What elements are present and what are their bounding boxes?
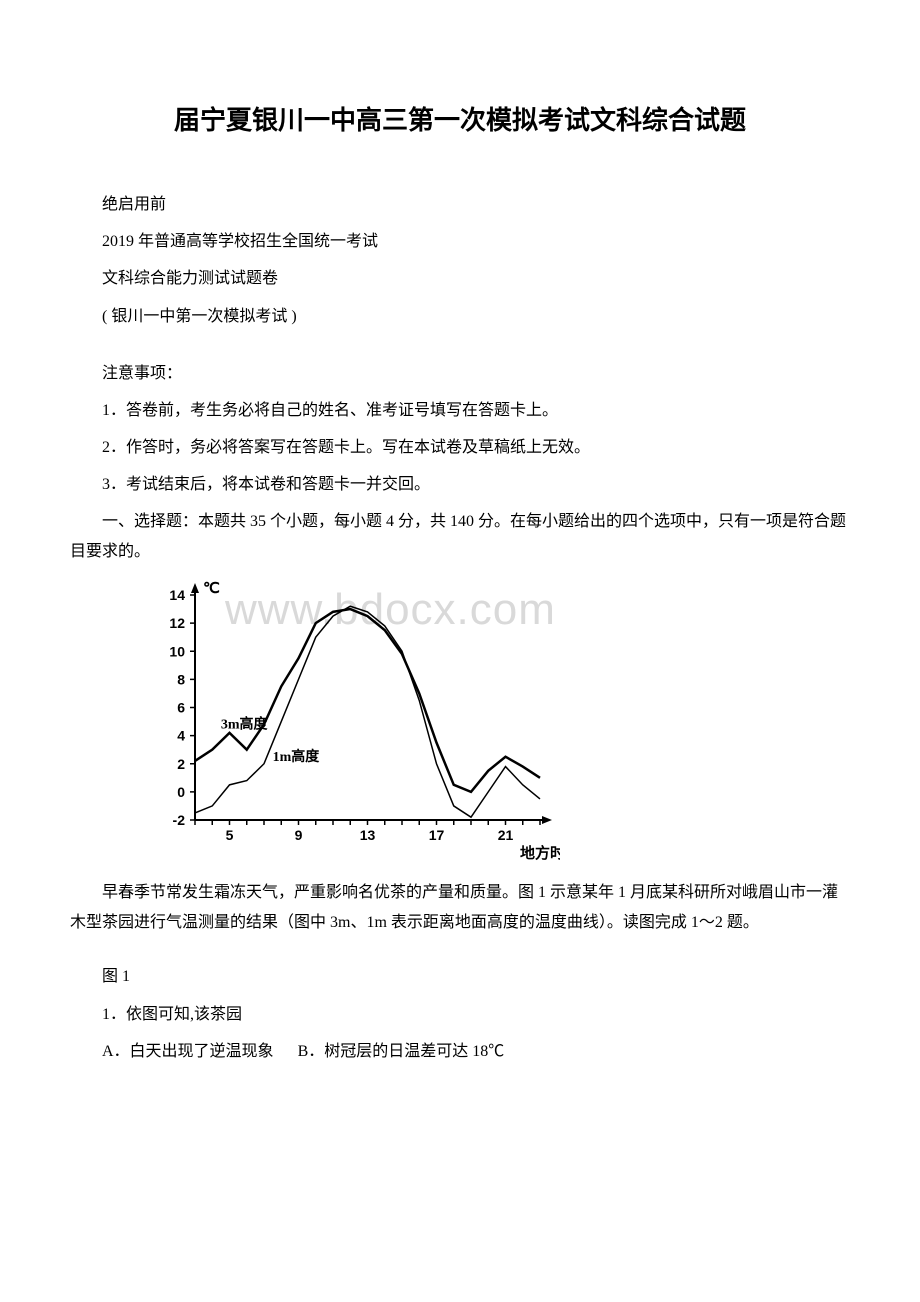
notice-item-2: 2．作答时，务必将答案写在答题卡上。写在本试卷及草稿纸上无效。 <box>70 430 850 465</box>
header-line-1: 绝启用前 <box>70 187 850 222</box>
notice-item-1: 1．答卷前，考生务必将自己的姓名、准考证号填写在答题卡上。 <box>70 393 850 428</box>
svg-text:5: 5 <box>226 827 234 843</box>
svg-text:13: 13 <box>360 827 376 843</box>
svg-text:12: 12 <box>169 615 185 631</box>
svg-text:10: 10 <box>169 644 185 660</box>
svg-text:9: 9 <box>295 827 303 843</box>
temperature-chart: -2 0 2 4 6 8 10 12 14 5 9 13 17 21 ℃ 地方时 3m高度1m高度 <box>140 575 850 870</box>
question-1-option-a: A．白天出现了逆温现象 <box>102 1043 274 1060</box>
svg-text:2: 2 <box>177 756 185 772</box>
svg-text:℃: ℃ <box>203 580 220 597</box>
header-line-3: 文科综合能力测试试题卷 <box>70 261 850 296</box>
svg-text:17: 17 <box>429 827 445 843</box>
svg-text:1m高度: 1m高度 <box>273 748 321 765</box>
chart-svg: -2 0 2 4 6 8 10 12 14 5 9 13 17 21 ℃ 地方时 3m高度1m高度 <box>140 575 560 865</box>
svg-text:3m高度: 3m高度 <box>221 716 269 733</box>
notice-item-3: 3．考试结束后，将本试卷和答题卡一并交回。 <box>70 467 850 502</box>
figure-label: 图 1 <box>70 959 850 994</box>
svg-text:8: 8 <box>177 672 185 688</box>
question-1-option-b: B．树冠层的日温差可达 18℃ <box>298 1043 505 1060</box>
svg-text:6: 6 <box>177 700 185 716</box>
section-1-heading: 一、选择题：本题共 35 个小题，每小题 4 分，共 140 分。在每小题给出的… <box>70 507 850 568</box>
passage-text: 早春季节常发生霜冻天气，严重影响名优茶的产量和质量。图 1 示意某年 1 月底某… <box>70 878 850 937</box>
question-1-stem: 1．依图可知,该茶园 <box>70 997 850 1032</box>
svg-text:-2: -2 <box>173 812 186 828</box>
header-line-2: 2019 年普通高等学校招生全国统一考试 <box>70 224 850 259</box>
document-title: 届宁夏银川一中高三第一次模拟考试文科综合试题 <box>70 100 850 137</box>
svg-text:4: 4 <box>177 728 185 744</box>
question-1-options: A．白天出现了逆温现象 B．树冠层的日温差可达 18℃ <box>70 1034 850 1069</box>
svg-text:地方时: 地方时 <box>520 844 560 862</box>
header-line-4: ( 银川一中第一次模拟考试 ) <box>70 299 850 334</box>
document-content: 届宁夏银川一中高三第一次模拟考试文科综合试题 绝启用前 2019 年普通高等学校… <box>70 100 850 1069</box>
svg-text:0: 0 <box>177 784 185 800</box>
svg-text:21: 21 <box>498 827 514 843</box>
svg-text:14: 14 <box>169 587 185 603</box>
notice-heading: 注意事项： <box>70 356 850 391</box>
